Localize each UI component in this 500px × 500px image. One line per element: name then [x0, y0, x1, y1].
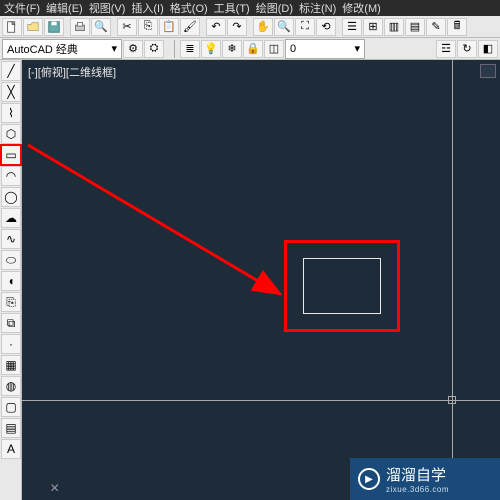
- menu-insert[interactable]: 插入(I): [131, 0, 163, 16]
- workspace-select[interactable]: AutoCAD 经典 ▾: [2, 39, 122, 59]
- insert-block-icon[interactable]: ⎘: [1, 292, 21, 312]
- menu-bar: 文件(F) 编辑(E) 视图(V) 插入(I) 格式(O) 工具(T) 绘图(D…: [0, 0, 500, 16]
- refresh-icon[interactable]: ↻: [457, 40, 477, 58]
- table-icon[interactable]: ▤: [1, 418, 21, 438]
- menu-draw[interactable]: 绘图(D): [256, 0, 293, 16]
- watermark: ▶ 溜溜自学 zixue.3d66.com: [350, 458, 500, 500]
- play-icon: ▶: [358, 468, 380, 490]
- workspace-toolbar: AutoCAD 经典 ▾ ⚙ ⛭ ≣ 💡 ❄ 🔒 ◫ 0 ▾ ☲ ↻ ◧: [0, 38, 500, 60]
- view-control-icon[interactable]: [480, 64, 496, 78]
- layer-freeze-icon[interactable]: ❄: [222, 40, 242, 58]
- layer-current: 0: [290, 43, 296, 55]
- drawing-canvas[interactable]: [-][俯视][二维线框] ×: [22, 60, 500, 500]
- layer-lock-icon[interactable]: 🔒: [243, 40, 263, 58]
- layer-properties-icon[interactable]: ≣: [180, 40, 200, 58]
- workspace-settings-icon[interactable]: ⚙: [123, 40, 143, 58]
- layer-color-icon[interactable]: ◫: [264, 40, 284, 58]
- sheet-set-icon[interactable]: ▤: [405, 18, 425, 36]
- standard-toolbar: 🔍 ✂ ⎘ 📋 🖌 ↶ ↷ ✋ 🔍 ⛶ ⟲ ☰ ⊞ ▥ ▤ ✎ 🖩: [0, 16, 500, 38]
- workspace-label: AutoCAD 经典: [7, 41, 78, 57]
- menu-view[interactable]: 视图(V): [89, 0, 126, 16]
- rectangle-icon[interactable]: ▭: [1, 145, 21, 165]
- ellipse-icon[interactable]: ⬭: [1, 250, 21, 270]
- revision-cloud-icon[interactable]: ☁: [1, 208, 21, 228]
- construction-line-icon[interactable]: ╳: [1, 82, 21, 102]
- menu-tools[interactable]: 工具(T): [214, 0, 250, 16]
- watermark-brand: 溜溜自学: [386, 467, 446, 484]
- markup-icon[interactable]: ✎: [426, 18, 446, 36]
- undo-icon[interactable]: ↶: [206, 18, 226, 36]
- plot-preview-icon[interactable]: 🔍: [91, 18, 111, 36]
- extra-icon[interactable]: ◧: [478, 40, 498, 58]
- tool-palettes-icon[interactable]: ▥: [384, 18, 404, 36]
- annotation-arrow-icon: [22, 60, 500, 500]
- bylayer-icon[interactable]: ☲: [436, 40, 456, 58]
- ellipse-arc-icon[interactable]: ◖: [1, 271, 21, 291]
- print-icon[interactable]: [70, 18, 90, 36]
- new-icon[interactable]: [2, 18, 22, 36]
- annotation-box: [284, 240, 400, 332]
- hatch-icon[interactable]: ▦: [1, 355, 21, 375]
- menu-format[interactable]: 格式(O): [170, 0, 208, 16]
- circle-icon[interactable]: ◯: [1, 187, 21, 207]
- save-icon[interactable]: [44, 18, 64, 36]
- line-icon[interactable]: ╱: [1, 61, 21, 81]
- region-icon[interactable]: ▢: [1, 397, 21, 417]
- text-icon[interactable]: A: [1, 439, 21, 459]
- pan-icon[interactable]: ✋: [253, 18, 273, 36]
- gradient-icon[interactable]: ◍: [1, 376, 21, 396]
- redo-icon[interactable]: ↷: [227, 18, 247, 36]
- polygon-icon[interactable]: ⬡: [1, 124, 21, 144]
- match-prop-icon[interactable]: 🖌: [180, 18, 200, 36]
- watermark-url: zixue.3d66.com: [386, 485, 449, 494]
- menu-file[interactable]: 文件(F): [4, 0, 40, 16]
- menu-modify[interactable]: 修改(M): [342, 0, 381, 16]
- layer-select[interactable]: 0 ▾: [285, 39, 365, 59]
- copy-icon[interactable]: ⎘: [138, 18, 158, 36]
- design-center-icon[interactable]: ⊞: [363, 18, 383, 36]
- zoom-icon[interactable]: 🔍: [274, 18, 294, 36]
- crosshair-vertical: [452, 60, 453, 500]
- pickbox-icon: [448, 396, 456, 404]
- paste-icon[interactable]: 📋: [159, 18, 179, 36]
- menu-edit[interactable]: 编辑(E): [46, 0, 83, 16]
- open-icon[interactable]: [23, 18, 43, 36]
- command-prompt-icon[interactable]: ×: [50, 480, 59, 498]
- spline-icon[interactable]: ∿: [1, 229, 21, 249]
- workspace-gear-icon[interactable]: ⛭: [144, 40, 164, 58]
- zoom-window-icon[interactable]: ⛶: [295, 18, 315, 36]
- menu-dim[interactable]: 标注(N): [299, 0, 336, 16]
- properties-icon[interactable]: ☰: [342, 18, 362, 36]
- point-icon[interactable]: ·: [1, 334, 21, 354]
- cut-icon[interactable]: ✂: [117, 18, 137, 36]
- make-block-icon[interactable]: ⧉: [1, 313, 21, 333]
- zoom-prev-icon[interactable]: ⟲: [316, 18, 336, 36]
- crosshair-horizontal: [22, 400, 500, 401]
- chevron-down-icon: ▾: [354, 42, 360, 55]
- calc-icon[interactable]: 🖩: [447, 18, 467, 36]
- polyline-icon[interactable]: ⌇: [1, 103, 21, 123]
- layer-states-icon[interactable]: 💡: [201, 40, 221, 58]
- arc-icon[interactable]: ◠: [1, 166, 21, 186]
- chevron-down-icon: ▾: [111, 42, 117, 55]
- draw-toolbar: ╱╳⌇⬡▭◠◯☁∿⬭◖⎘⧉·▦◍▢▤A: [0, 60, 22, 500]
- viewport-label[interactable]: [-][俯视][二维线框]: [28, 64, 116, 80]
